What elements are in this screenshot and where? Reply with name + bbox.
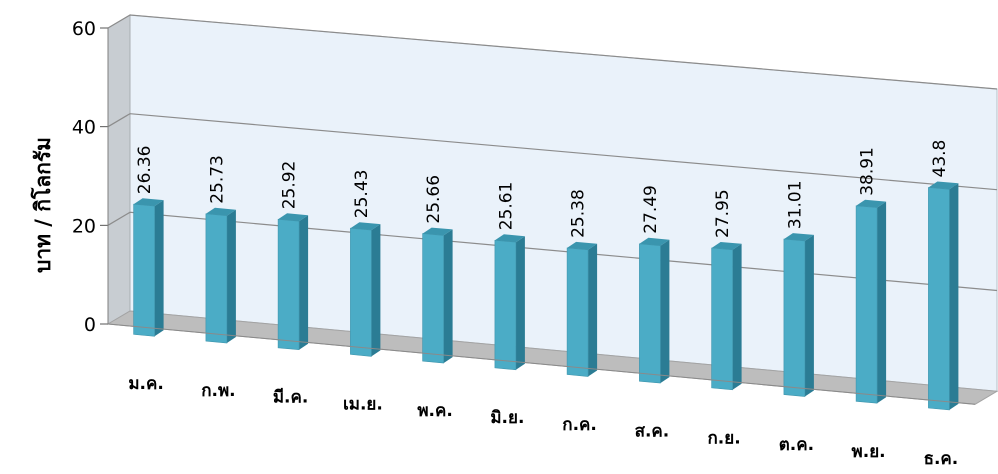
- gridline: [107, 211, 998, 292]
- x-tick-label: ก.พ.: [201, 381, 235, 401]
- x-tick-label: พ.ค.: [417, 401, 453, 421]
- y-tick-label: 60: [72, 18, 96, 40]
- bar: [350, 227, 372, 357]
- bar: [928, 187, 950, 411]
- bar: [133, 203, 155, 337]
- x-tick-label: ธ.ค.: [924, 449, 959, 469]
- bar-side: [226, 209, 236, 343]
- y-tick-label: 40: [72, 117, 96, 139]
- bar: [566, 247, 589, 377]
- bar-side: [949, 183, 959, 410]
- bar-top: [639, 237, 670, 246]
- bar-top: [422, 227, 453, 236]
- data-label: 31.01: [785, 180, 805, 229]
- y-axis-title: บาท / กิโลกรัม: [30, 137, 55, 273]
- data-label: 25.92: [280, 161, 300, 210]
- x-tick-label: ก.ค.: [562, 415, 597, 435]
- bar-top: [350, 222, 381, 231]
- x-tick-label: ม.ค.: [128, 374, 164, 394]
- x-axis-line: [107, 323, 976, 405]
- bar-side: [154, 200, 164, 337]
- bar-top: [711, 242, 742, 250]
- bar-top: [205, 207, 236, 216]
- data-label: 25.66: [424, 175, 444, 224]
- data-label: 25.73: [207, 155, 227, 204]
- bar-top: [278, 213, 309, 222]
- bar-side: [588, 243, 598, 377]
- data-label: 27.49: [641, 185, 661, 234]
- data-label: 25.43: [352, 170, 372, 219]
- data-label: 25.38: [569, 189, 589, 238]
- bar: [783, 238, 806, 397]
- bar-top: [928, 181, 959, 190]
- bar: [494, 239, 517, 371]
- data-label: 26.36: [135, 146, 155, 195]
- bar-top: [494, 234, 525, 243]
- bar-side: [732, 243, 742, 390]
- gridline: [107, 14, 998, 90]
- bar-side: [371, 224, 381, 357]
- x-tick-label: ก.ย.: [708, 428, 741, 448]
- y-tick-label: 0: [84, 314, 96, 336]
- bar-side: [877, 201, 887, 404]
- bar: [422, 233, 444, 364]
- bar-side: [660, 239, 670, 384]
- bar-top: [133, 198, 164, 207]
- bar: [711, 247, 733, 391]
- bar-top: [856, 199, 887, 208]
- data-label: 38.91: [858, 147, 878, 196]
- data-label: 43.8: [930, 140, 950, 178]
- side-wall: [107, 14, 131, 325]
- x-tick-label: ต.ค.: [779, 435, 814, 455]
- x-tick-label: พ.ย.: [852, 442, 886, 462]
- bar: [855, 205, 878, 404]
- bar: [205, 213, 228, 344]
- x-tick-label: มี.ค.: [273, 387, 309, 408]
- y-tick-label: 20: [72, 215, 96, 237]
- bar-top: [567, 241, 598, 250]
- data-label: 27.95: [713, 189, 733, 238]
- x-tick-label: มิ.ย.: [490, 408, 524, 428]
- x-tick-label: เม.ย.: [343, 394, 383, 414]
- bar-top: [783, 233, 814, 241]
- bar-side: [804, 234, 814, 397]
- bar-side: [299, 215, 309, 350]
- data-label: 25.61: [496, 182, 516, 231]
- x-tick-label: ส.ค.: [635, 422, 670, 442]
- bar-side: [515, 236, 525, 370]
- bar-side: [443, 229, 453, 364]
- gridline: [107, 113, 998, 191]
- bar: [639, 243, 661, 384]
- bar: [277, 218, 300, 351]
